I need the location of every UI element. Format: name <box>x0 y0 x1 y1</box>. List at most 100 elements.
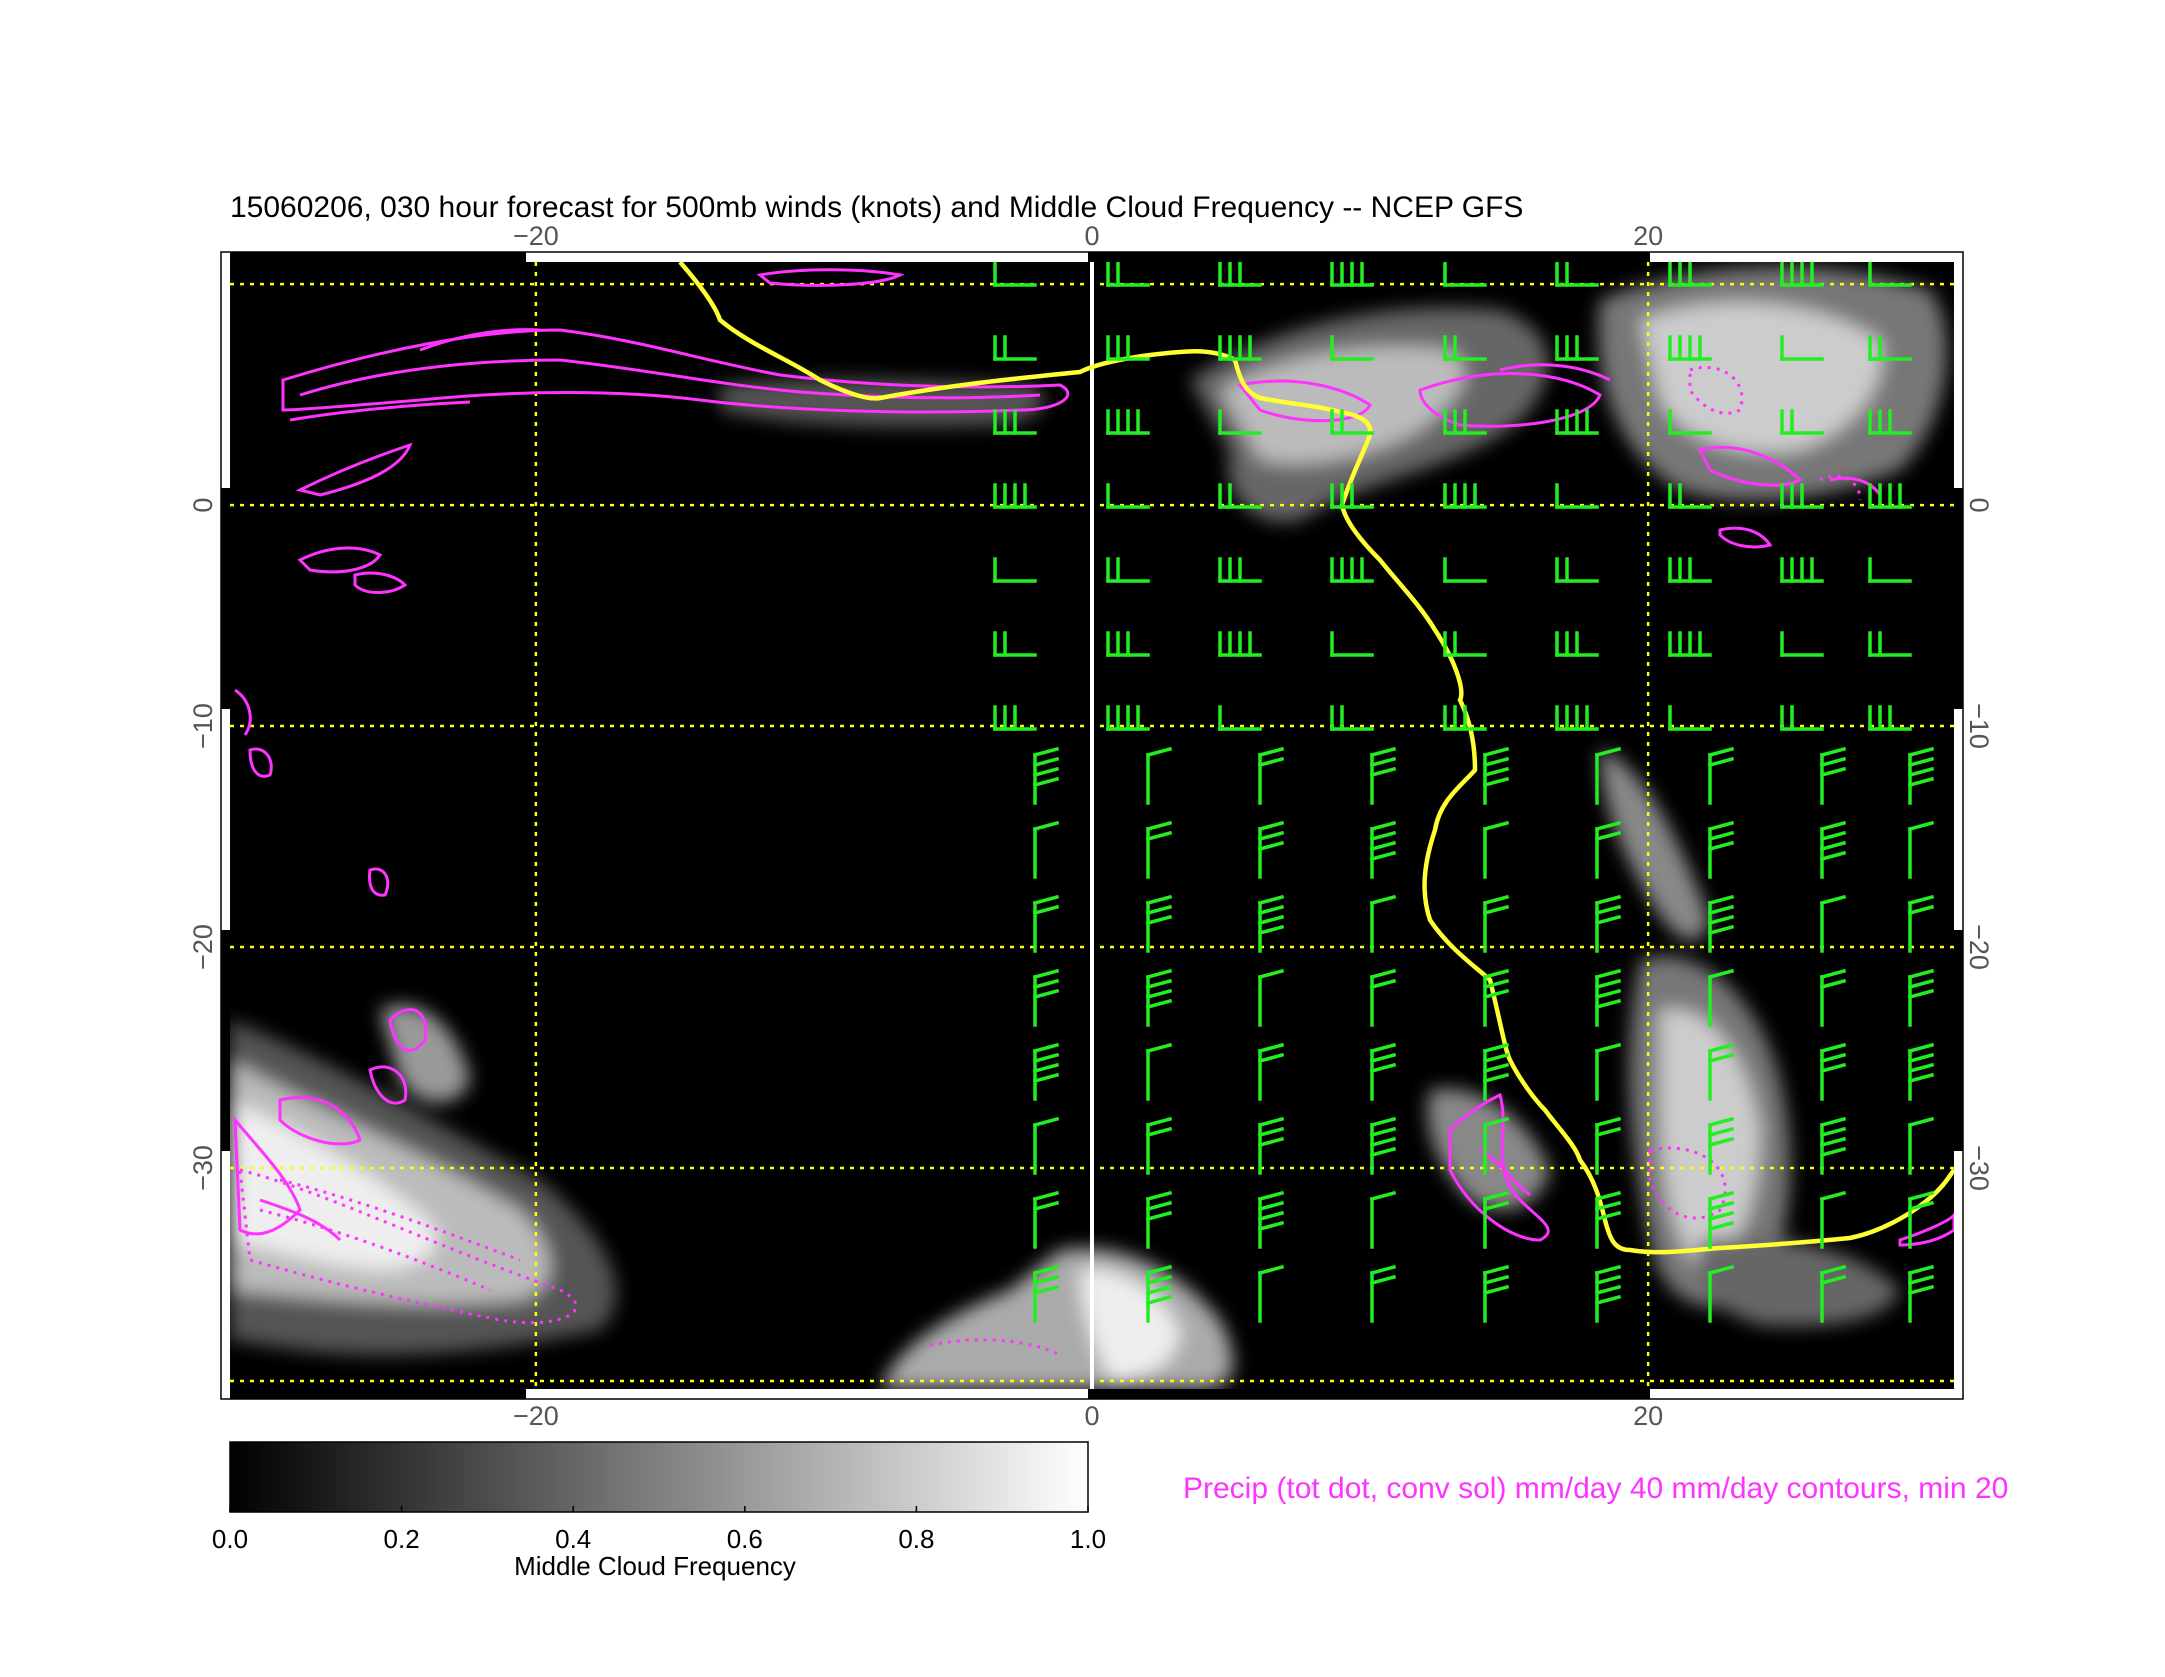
wind-barb <box>1780 409 1824 435</box>
wind-barb <box>1668 335 1712 361</box>
lon-tick-label: −20 <box>513 221 559 251</box>
wind-barb <box>1868 705 1912 731</box>
wind-barb <box>1106 483 1150 509</box>
wind-barb <box>1257 1042 1285 1101</box>
wind-barb <box>1032 894 1060 953</box>
wind-barb <box>1555 557 1599 583</box>
wind-barb <box>1668 557 1712 583</box>
wind-barb <box>1907 1264 1935 1323</box>
wind-barb <box>1555 631 1599 657</box>
lon-tick-labels-top: −20 0 20 <box>513 221 1663 251</box>
wind-barb <box>1032 820 1060 879</box>
colorbar-tick-label: 0.8 <box>898 1524 934 1554</box>
wind-barb <box>1868 335 1912 361</box>
wind-barb <box>1257 1190 1285 1249</box>
wind-barb <box>1707 968 1735 1027</box>
wind-barb <box>1443 705 1487 731</box>
wind-barb <box>1819 820 1847 879</box>
wind-barb <box>1707 1042 1735 1101</box>
wind-barb <box>1868 483 1912 509</box>
lon-tick-label: 20 <box>1633 221 1663 251</box>
wind-barb <box>1780 557 1824 583</box>
precip-contours <box>233 268 1954 1247</box>
wind-barb <box>1330 409 1374 435</box>
wind-barb <box>1907 1116 1935 1175</box>
wind-barb <box>1330 262 1374 287</box>
wind-barb <box>1218 335 1262 361</box>
lat-tick-labels-right: 0 −10 −20 −30 <box>1964 498 1994 1191</box>
wind-barb <box>1443 483 1487 509</box>
wind-barb <box>1032 1116 1060 1175</box>
lon-tick-label: 0 <box>1084 221 1099 251</box>
wind-barb <box>1257 746 1285 805</box>
wind-barb <box>1145 820 1173 879</box>
coastline <box>678 262 1954 1255</box>
wind-barb <box>1482 968 1510 1027</box>
wind-barb <box>1032 1190 1060 1249</box>
wind-barb <box>1482 746 1510 805</box>
colorbar-label: Middle Cloud Frequency <box>514 1551 796 1581</box>
wind-barb <box>1369 820 1397 879</box>
wind-barb <box>1369 1264 1397 1323</box>
wind-barb <box>1443 631 1487 657</box>
wind-barb <box>993 335 1037 361</box>
wind-barb <box>1330 631 1374 657</box>
wind-barb <box>1145 968 1173 1027</box>
wind-barb <box>1369 1190 1397 1249</box>
wind-barb <box>1907 894 1935 953</box>
wind-barb <box>1907 820 1935 879</box>
frame-edge-bars <box>221 252 1963 1399</box>
wind-barb <box>1819 968 1847 1027</box>
wind-barb <box>1482 1042 1510 1101</box>
wind-barb <box>1868 557 1912 583</box>
wind-barb <box>1907 1190 1935 1249</box>
colorbar-tick-label: 0.6 <box>727 1524 763 1554</box>
precip-dotted-contours <box>238 365 1862 1357</box>
colorbar-ticks: 0.0 0.2 0.4 0.6 0.8 1.0 <box>212 1506 1106 1554</box>
wind-barb <box>1369 968 1397 1027</box>
wind-barb <box>1819 1042 1847 1101</box>
wind-barb <box>993 631 1037 657</box>
wind-barb <box>1668 409 1712 435</box>
wind-barb <box>1819 1190 1847 1249</box>
lon-tick-label: 0 <box>1084 1401 1099 1431</box>
wind-barb <box>1868 262 1912 287</box>
wind-barb <box>1369 1116 1397 1175</box>
wind-barb <box>1218 483 1262 509</box>
wind-barb <box>1868 631 1912 657</box>
wind-barb <box>1032 968 1060 1027</box>
lon-tick-label: −20 <box>513 1401 559 1431</box>
wind-barb <box>1482 1116 1510 1175</box>
wind-barb <box>1218 409 1262 435</box>
wind-barb <box>1145 1264 1173 1323</box>
wind-barb <box>1106 409 1150 435</box>
lat-tick-label: −30 <box>188 1145 218 1191</box>
wind-barb <box>1668 262 1712 287</box>
wind-barb <box>1594 820 1622 879</box>
lat-tick-label: −10 <box>188 703 218 749</box>
wind-barb <box>1707 1264 1735 1323</box>
colorbar-tick-label: 1.0 <box>1070 1524 1106 1554</box>
wind-barb <box>1594 1264 1622 1323</box>
wind-barb <box>1907 746 1935 805</box>
colorbar-tick-label: 0.2 <box>384 1524 420 1554</box>
wind-barb <box>1106 631 1150 657</box>
wind-barb <box>1257 894 1285 953</box>
wind-barb <box>1707 1116 1735 1175</box>
wind-barb <box>1106 705 1150 731</box>
lat-tick-labels-left: 0 −10 −20 −30 <box>188 498 218 1191</box>
wind-barb <box>1482 1190 1510 1249</box>
wind-barb <box>1780 705 1824 731</box>
wind-barb <box>1106 262 1150 287</box>
wind-barb <box>1257 1264 1285 1323</box>
wind-barb <box>1819 1116 1847 1175</box>
wind-barb <box>1707 746 1735 805</box>
lat-tick-label: 0 <box>1964 498 1994 513</box>
wind-barb <box>1218 705 1262 731</box>
wind-barb <box>993 262 1037 287</box>
wind-barb <box>1555 483 1599 509</box>
wind-barb <box>1145 1190 1173 1249</box>
wind-barb <box>1707 1190 1735 1249</box>
wind-barb <box>1594 968 1622 1027</box>
